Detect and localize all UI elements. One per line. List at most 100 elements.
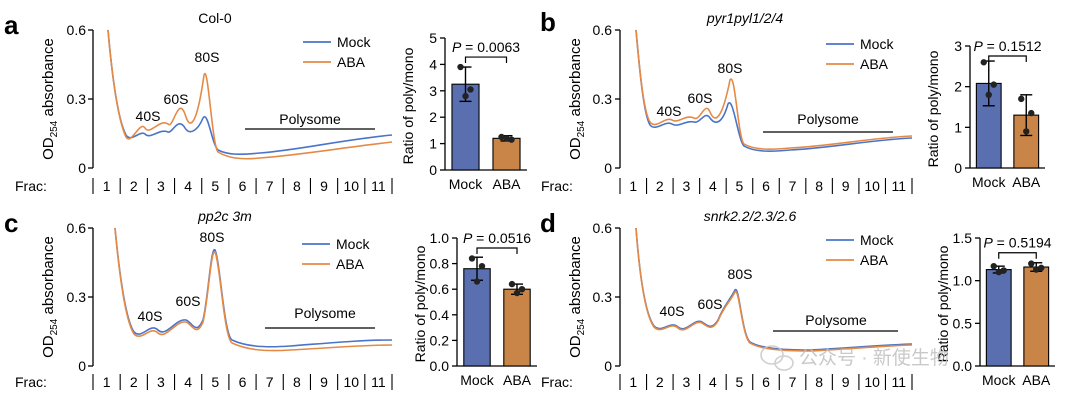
fraction-label: 4	[184, 178, 192, 194]
data-point	[990, 81, 997, 88]
fraction-label: 7	[789, 178, 797, 194]
data-point	[478, 262, 486, 270]
fraction-label: 2	[656, 178, 664, 194]
data-point	[518, 286, 526, 293]
panel-letter: b	[540, 7, 556, 37]
fraction-label: 1	[629, 374, 637, 390]
bar-y-tick-label: 0.2	[430, 332, 450, 348]
data-point	[1038, 264, 1045, 272]
panel-title: Col-0	[198, 10, 232, 26]
fraction-label: 11	[891, 374, 906, 390]
bar-category-label: Mock	[449, 176, 483, 192]
bar-plot: 5 4 3 2 1 0 Ratio of poly/mono Mock ABA P = 0.006…	[400, 30, 527, 192]
polysome-label: Polysome	[294, 305, 356, 321]
data-point	[980, 59, 987, 66]
bar-y-tick-label: 0.0	[953, 358, 973, 374]
y-tick-label: 0	[604, 160, 612, 176]
panel-a: a Col-0 0.6 0.3 0 OD254 absorbance 40S 6…	[4, 10, 527, 194]
data-point	[462, 92, 469, 100]
data-point	[467, 86, 474, 93]
fraction-label: 9	[842, 178, 850, 194]
watermark-text: 公众号 · 新使生物	[799, 347, 949, 369]
profile-plot: 0.6 0.3 0 OD254 absorbance 40S 60S 80S P…	[15, 22, 393, 194]
polysome-label: Polysome	[279, 111, 341, 127]
fraction-label: 6	[762, 178, 770, 194]
fraction-label: 8	[293, 374, 301, 390]
polysome-label: Polysome	[797, 111, 859, 127]
fraction-label: 8	[293, 178, 301, 194]
fraction-label: 5	[736, 374, 744, 390]
data-point	[503, 135, 510, 142]
y-tick-label: 0	[604, 358, 612, 374]
p-value-label: P = 0.0063	[452, 39, 520, 55]
fraction-label: 9	[842, 374, 850, 390]
fraction-label: 1	[103, 374, 111, 390]
fraction-label: 8	[815, 178, 823, 194]
data-point	[1000, 267, 1007, 274]
bar-y-tick-label: 1	[954, 119, 962, 135]
data-point	[1018, 95, 1025, 103]
fraction-label: 4	[709, 178, 717, 194]
panel-title: pp2c 3m	[197, 208, 252, 224]
aba-trace	[635, 29, 913, 150]
y-axis-label: OD254 absorbance	[40, 236, 60, 358]
bar-y-tick-label: 1.0	[430, 230, 450, 246]
data-point	[508, 136, 515, 143]
significance-bracket	[464, 56, 508, 64]
fraction-label: 3	[682, 178, 690, 194]
fraction-label: 7	[789, 374, 797, 390]
mock-trace	[635, 29, 913, 152]
fraction-axis: 1 2 3 4 5 6 7 8 9 10 11	[92, 178, 393, 194]
profile-plot: 0.6 0.3 0 OD254 absorbance 40S 60S 80S P…	[15, 220, 393, 390]
fraction-label: 4	[709, 374, 717, 390]
bar-category-label: Mock	[972, 174, 1006, 190]
bar-y-tick-label: 2	[429, 109, 437, 125]
panel-c: c pp2c 3m 0.6 0.3 0 OD254 absorbance 40S…	[4, 208, 537, 390]
bar-aba	[503, 288, 531, 367]
fraction-label: 7	[266, 178, 274, 194]
peak-label-40s: 40S	[136, 108, 161, 124]
p-value-label: P = 0.1512	[973, 38, 1041, 54]
bar-y-tick-label: 0.0	[430, 358, 450, 374]
peak-label-60s: 60S	[688, 90, 713, 106]
y-tick-label: 0	[78, 160, 86, 176]
legend-label-aba: ABA	[860, 252, 889, 268]
bar-y-tick-label: 1.0	[953, 273, 973, 289]
fraction-axis: 1 2 3 4 5 6 7 8 9 10 11	[619, 374, 913, 390]
bar-category-label: ABA	[503, 372, 532, 388]
legend-label-mock: Mock	[860, 232, 894, 248]
data-point	[985, 91, 992, 99]
data-point	[468, 255, 476, 262]
fraction-label: 11	[371, 178, 386, 194]
fraction-label: 5	[211, 374, 219, 390]
bar-mock	[985, 269, 1012, 367]
frac-label: Frac:	[15, 374, 47, 390]
bar-category-label: Mock	[982, 372, 1016, 388]
y-tick-label: 0.6	[67, 22, 87, 38]
fraction-label: 6	[762, 374, 770, 390]
peak-label-40s: 40S	[660, 303, 685, 319]
wechat-logo-icon	[760, 345, 794, 371]
panel-letter: c	[4, 208, 18, 238]
fraction-label: 8	[815, 374, 823, 390]
fraction-label: 10	[343, 374, 359, 390]
y-tick-label: 0.6	[593, 22, 613, 38]
fraction-label: 3	[157, 178, 165, 194]
frac-label: Frac:	[15, 178, 47, 194]
fraction-label: 3	[682, 374, 690, 390]
fraction-label: 6	[239, 178, 247, 194]
data-point	[498, 133, 505, 141]
p-value-label: P = 0.5194	[983, 235, 1051, 251]
profile-plot: 0.6 0.3 0 OD254 absorbance 40S 60S 80S P…	[541, 22, 913, 194]
fraction-axis: 1 2 3 4 5 6 7 8 9 10 11	[619, 178, 913, 194]
bar-y-tick-label: 1	[429, 136, 437, 152]
bar-y-tick-label: 0.5	[953, 315, 973, 331]
panel-b: b pyr1pyl1/2/4 0.6 0.3 0 OD254 absorbanc…	[540, 7, 1045, 194]
peak-label-60s: 60S	[164, 91, 189, 107]
profile-plot: 0.6 0.3 0 OD254 absorbance 40S 60S 80S P…	[541, 220, 913, 390]
peak-label-80s: 80S	[200, 229, 225, 245]
significance-bracket	[476, 247, 518, 254]
y-tick-label: 0	[78, 358, 86, 374]
